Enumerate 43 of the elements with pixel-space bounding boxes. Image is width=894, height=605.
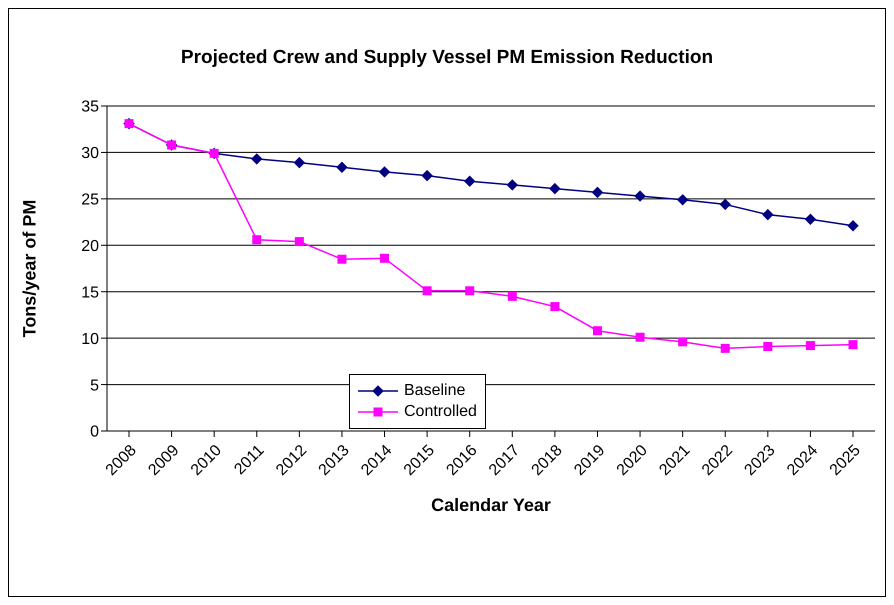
point [549, 183, 560, 194]
point [508, 292, 517, 301]
x-axis-title: Calendar Year [431, 495, 551, 515]
point [294, 157, 305, 168]
point [592, 186, 603, 198]
point [294, 237, 304, 246]
point [422, 286, 432, 296]
point [763, 342, 772, 351]
point [252, 235, 262, 244]
point [677, 194, 688, 206]
point [464, 176, 476, 187]
legend-label: Baseline [404, 382, 466, 400]
y-axis-title: Tons/year of PM [19, 200, 40, 338]
point [337, 254, 346, 264]
point [636, 332, 645, 342]
point [379, 166, 390, 178]
point [720, 198, 731, 210]
point [848, 220, 858, 232]
point [465, 286, 474, 296]
legend-label: Controlled [404, 403, 477, 421]
point [422, 170, 433, 182]
point [251, 153, 262, 164]
point [506, 179, 518, 190]
point [762, 209, 774, 220]
point [678, 337, 688, 346]
point [380, 254, 390, 263]
point [634, 190, 646, 202]
y-tick-label: 30 [81, 145, 100, 162]
chart-title: Projected Crew and Supply Vessel PM Emission Reduction [180, 47, 714, 69]
point [336, 162, 348, 173]
y-tick-label: 0 [90, 424, 100, 441]
y-tick-label: 35 [81, 98, 100, 116]
point [806, 341, 815, 350]
point [592, 326, 602, 336]
point [804, 214, 816, 225]
point [848, 340, 858, 350]
point [550, 302, 560, 312]
y-tick-label: 20 [81, 238, 100, 255]
y-tick-label: 15 [81, 284, 100, 302]
point [720, 344, 730, 353]
y-tick-label: 25 [81, 192, 100, 209]
y-tick-label: 10 [81, 330, 100, 348]
y-tick-label: 5 [90, 377, 100, 394]
